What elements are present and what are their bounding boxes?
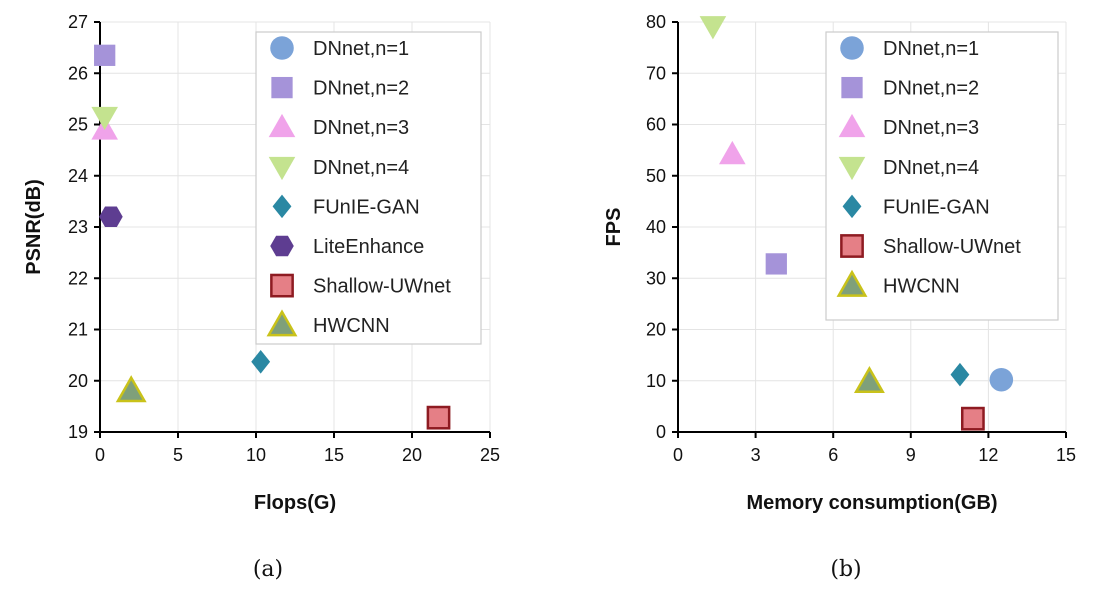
- y-tick-label: 80: [646, 12, 666, 32]
- legend-marker: [270, 36, 294, 60]
- y-tick-label: 23: [68, 217, 88, 237]
- panel-caption: (b): [830, 557, 861, 582]
- data-point: [989, 367, 1014, 392]
- x-tick-label: 5: [173, 445, 183, 465]
- legend-entry-label: FUnIE-GAN: [313, 196, 420, 218]
- data-point: [99, 206, 123, 227]
- legend-box: [825, 31, 1059, 321]
- legend-marker: [271, 76, 293, 99]
- y-tick-label: 21: [68, 320, 88, 340]
- y-tick-label: 40: [646, 217, 666, 237]
- y-tick-label: 60: [646, 115, 666, 135]
- y-tick-label: 25: [68, 115, 88, 135]
- data-point: [853, 365, 885, 393]
- x-tick-label: 25: [480, 445, 500, 465]
- x-tick-label: 0: [673, 445, 683, 465]
- legend-marker: [268, 156, 296, 181]
- data-point: [426, 405, 451, 430]
- y-tick-label: 24: [68, 166, 88, 186]
- chart-panel-b: 0 3 6 9 12 15 0 10 20 30 40 50 60 70 80 Memory consumpt…: [603, 12, 1076, 582]
- legend-entry-label: DNnet,n=4: [313, 157, 409, 179]
- legend-entry-label: FUnIE-GAN: [883, 196, 990, 218]
- y-tick-label: 10: [646, 371, 666, 391]
- legend-marker: [842, 194, 862, 219]
- data-point: [719, 140, 746, 165]
- legend-entry-label: Shallow-UWnet: [883, 236, 1021, 258]
- legend-marker: [840, 36, 864, 60]
- x-tick-label: 15: [1056, 445, 1076, 465]
- x-tick-label: 10: [246, 445, 266, 465]
- legend-entry-label: DNnet,n=2: [883, 78, 979, 100]
- x-tick-label: 3: [751, 445, 761, 465]
- x-tick-label: 9: [906, 445, 916, 465]
- legend-marker: [838, 156, 866, 181]
- y-tick-label: 22: [68, 268, 88, 288]
- x-tick-label: 6: [828, 445, 838, 465]
- x-tick-label: 12: [978, 445, 998, 465]
- data-point: [765, 253, 787, 275]
- data-point: [115, 375, 147, 403]
- legend-marker: [841, 76, 863, 99]
- y-tick-label: 20: [646, 320, 666, 340]
- legend-marker: [270, 273, 294, 298]
- legend-marker: [266, 309, 298, 337]
- legend-marker: [838, 113, 866, 138]
- y-tick-label: 26: [68, 63, 88, 83]
- data-point: [94, 44, 116, 66]
- legend-marker: [270, 235, 294, 257]
- legend-entry-label: LiteEnhance: [313, 236, 424, 258]
- legend-entry-label: HWCNN: [313, 315, 390, 337]
- legend-entry-label: Shallow-UWnet: [313, 276, 451, 298]
- legend-entry-label: DNnet,n=1: [313, 38, 409, 60]
- y-tick-label: 70: [646, 63, 666, 83]
- legend-marker: [836, 269, 868, 297]
- legend-entry-label: DNnet,n=4: [883, 157, 979, 179]
- y-tick-label: 19: [68, 422, 88, 442]
- data-point: [960, 406, 985, 431]
- y-tick-label: 27: [68, 12, 88, 32]
- y-tick-label: 30: [646, 268, 666, 288]
- y-axis-title: PSNR(dB): [23, 179, 45, 275]
- legend-entry-label: DNnet,n=3: [313, 117, 409, 139]
- x-tick-label: 15: [324, 445, 344, 465]
- panel-caption: (a): [253, 557, 283, 582]
- data-point: [91, 106, 118, 131]
- legend-entry-label: DNnet,n=3: [883, 117, 979, 139]
- legend-marker: [268, 113, 296, 138]
- y-tick-label: 0: [656, 422, 666, 442]
- y-tick-label: 20: [68, 371, 88, 391]
- x-tick-label: 0: [95, 445, 105, 465]
- x-axis-title: Flops(G): [254, 492, 336, 514]
- x-axis-title: Memory consumption(GB): [746, 492, 997, 514]
- chart-panel-a: 0 5 10 15 20 25 19 20 21 22 23 24 25 26 27 Flops(G) PSNR…: [23, 12, 500, 582]
- legend-entry-label: DNnet,n=1: [883, 38, 979, 60]
- x-tick-label: 20: [402, 445, 422, 465]
- legend-marker: [272, 194, 292, 219]
- data-point: [699, 16, 727, 40]
- legend-entry-label: DNnet,n=2: [313, 78, 409, 100]
- legend-entry-label: HWCNN: [883, 276, 960, 298]
- y-tick-label: 50: [646, 166, 666, 186]
- data-point: [950, 362, 970, 387]
- y-axis-title: FPS: [603, 208, 625, 247]
- data-point: [251, 350, 271, 374]
- legend-marker: [840, 234, 864, 258]
